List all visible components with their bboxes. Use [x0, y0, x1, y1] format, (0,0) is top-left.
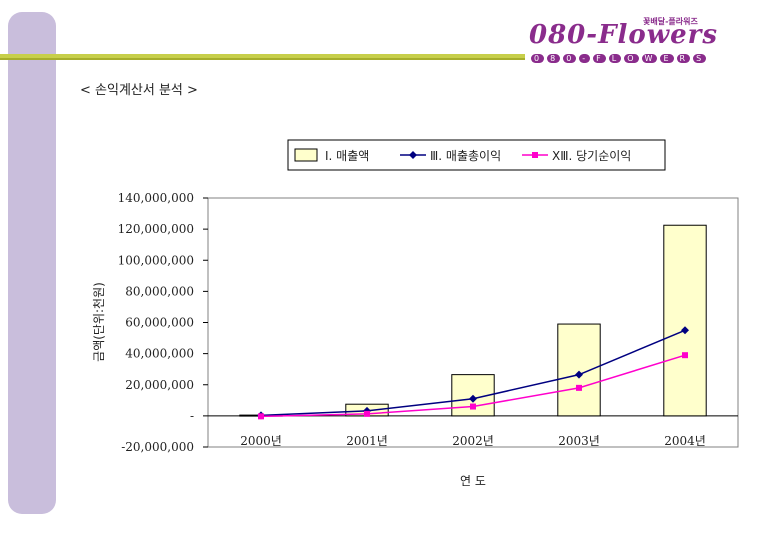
y-tick-label: -	[190, 409, 194, 423]
left-decorative-strip	[8, 12, 56, 514]
logo-dot: 0	[531, 54, 545, 63]
legend-label: XⅢ. 당기순이익	[552, 149, 631, 163]
y-tick-label: 60,000,000	[125, 316, 194, 330]
gross-profit-point	[575, 370, 583, 379]
logo-wordmark: 080-Flowers	[529, 20, 719, 50]
gross-profit-point	[681, 326, 689, 335]
net-income-point	[470, 403, 476, 410]
y-tick-label: 40,000,000	[125, 347, 194, 361]
bar-series	[239, 224, 707, 417]
logo-dot: L	[608, 54, 622, 63]
logo-dot: R	[676, 54, 691, 63]
logo-dot: 0	[563, 54, 577, 63]
legend-marker-square	[532, 152, 538, 158]
slide-title: < 손익계산서 분석 >	[80, 83, 198, 98]
y-tick-label: 140,000,000	[118, 191, 194, 205]
sales-bar	[557, 323, 601, 417]
legend: Ⅰ. 매출액 Ⅲ. 매출총이익 XⅢ. 당기순이익	[294, 148, 631, 163]
legend-label: Ⅰ. 매출액	[325, 149, 369, 163]
logo-dot: S	[693, 54, 707, 63]
logo-dot: F	[593, 54, 606, 63]
net-income-point	[682, 352, 688, 359]
logo-dot: -	[579, 54, 591, 63]
net-income-point	[576, 384, 582, 391]
logo-subtitle: 꽃배달-플라워즈	[643, 17, 698, 26]
y-tick-label: 80,000,000	[125, 284, 194, 298]
legend-label: Ⅲ. 매출총이익	[430, 149, 501, 163]
net-income-point	[364, 410, 370, 417]
x-axis-label: 연 도	[460, 474, 486, 488]
legend-marker-diamond	[409, 151, 417, 159]
y-axis: 140,000,000 120,000,000 100,000,000 80,000,…	[118, 191, 738, 454]
x-axis: 2000년 2001년 2002년 2003년 2004년	[240, 434, 706, 448]
y-axis-label: 금액(단위:천원)	[91, 282, 106, 362]
y-tick-label: 20,000,000	[125, 378, 194, 392]
line-series	[257, 326, 689, 420]
sales-bar	[663, 224, 707, 417]
net-income-point	[258, 413, 264, 420]
x-tick-label: 2004년	[664, 434, 706, 448]
logo-dot: E	[660, 54, 674, 63]
logo-dot: 8	[547, 54, 561, 63]
y-tick-label: 100,000,000	[118, 253, 194, 267]
legend-box	[287, 139, 666, 171]
y-tick-label: -20,000,000	[121, 440, 194, 454]
x-tick-label: 2002년	[452, 434, 494, 448]
y-tick-label: 120,000,000	[118, 222, 194, 236]
x-tick-label: 2000년	[240, 434, 282, 448]
header-rule	[0, 54, 525, 58]
header-rule-shadow	[0, 58, 525, 60]
x-tick-label: 2001년	[346, 434, 388, 448]
gross-profit-point	[469, 394, 477, 403]
x-tick-label: 2003년	[558, 434, 600, 448]
logo-dot: O	[624, 54, 639, 63]
logo-dot: W	[641, 54, 658, 63]
legend-swatch-sales	[294, 148, 318, 162]
